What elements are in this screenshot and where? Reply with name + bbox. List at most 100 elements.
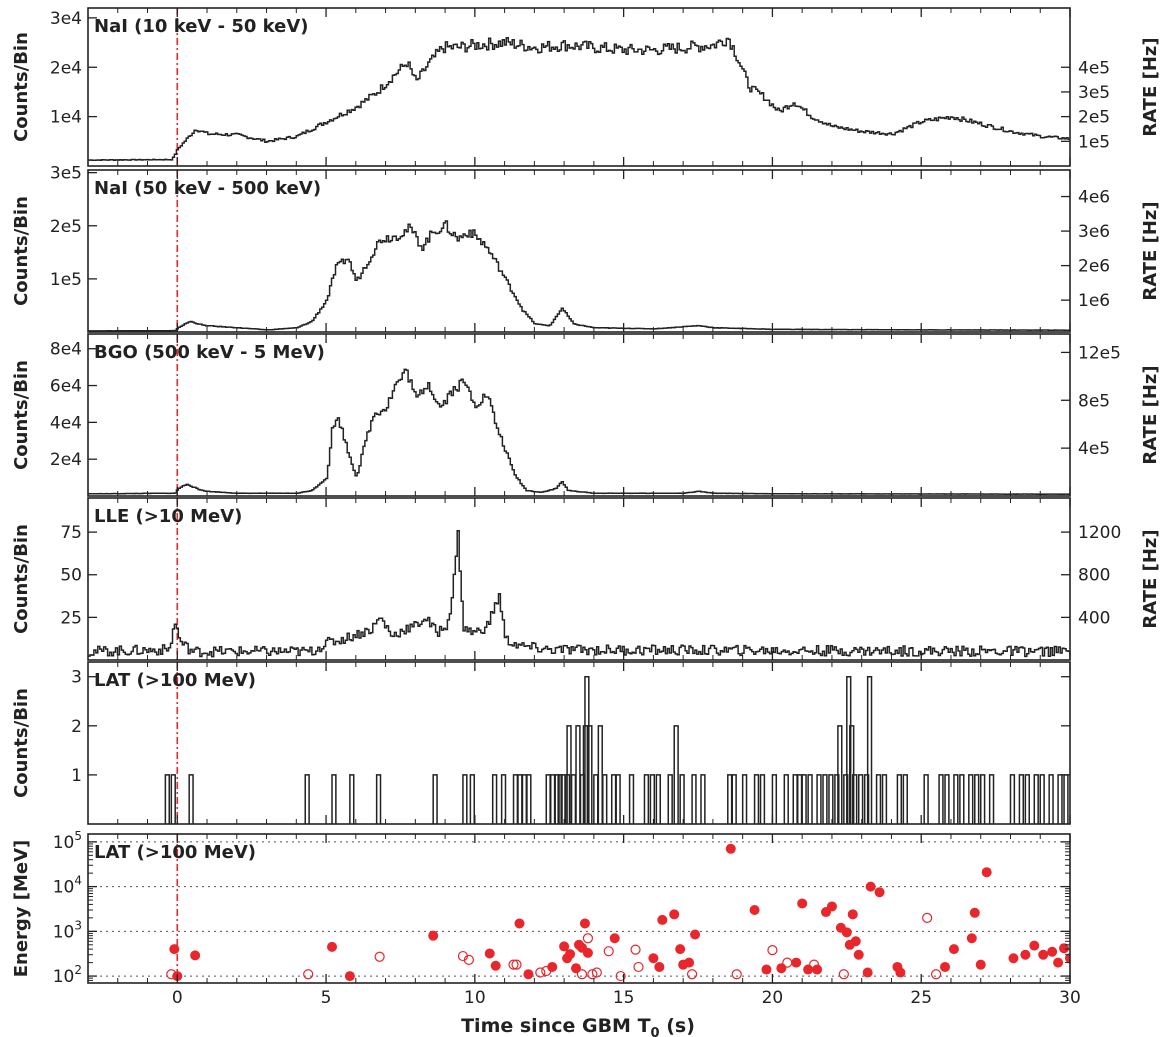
lightcurve-line: [88, 220, 1070, 332]
event-marker-open: [767, 945, 778, 956]
right-tick-label: 2e5: [1078, 108, 1110, 128]
event-marker-filled: [684, 957, 695, 968]
x-tick-label: 15: [613, 988, 635, 1008]
count-bar: [974, 774, 980, 824]
count-bar: [570, 774, 577, 824]
count-bar: [584, 675, 590, 824]
y-tick-base: 10: [53, 833, 75, 853]
event-marker-filled: [803, 964, 814, 975]
right-tick-label: 4e5: [1078, 58, 1110, 78]
count-bar: [602, 774, 608, 824]
count-bar: [731, 774, 737, 824]
y-tick-label: 75: [60, 523, 82, 543]
count-bar: [923, 774, 929, 824]
right-axis-label: RATE [Hz]: [1140, 201, 1161, 300]
event-marker-filled: [582, 947, 593, 958]
x-axis-title: Time since GBM T0 (s): [461, 1015, 695, 1037]
count-bar: [863, 774, 870, 824]
count-bar: [512, 774, 519, 824]
event-marker-open: [838, 969, 849, 980]
count-bar: [375, 774, 382, 824]
event-marker-filled: [344, 971, 355, 982]
event-marker-filled: [654, 961, 665, 972]
count-bar: [896, 774, 903, 824]
count-bar: [667, 774, 673, 824]
y-tick-exponent: 5: [74, 829, 82, 843]
event-marker-filled: [841, 927, 852, 938]
count-bar: [759, 774, 766, 824]
count-bar: [816, 774, 822, 824]
event-marker-filled: [1053, 957, 1064, 968]
count-bar: [727, 774, 733, 824]
event-marker-filled: [490, 960, 501, 971]
event-marker-filled: [812, 964, 823, 975]
y-tick-label: 2e4: [50, 58, 82, 78]
count-bar: [517, 774, 523, 824]
count-bar: [610, 774, 617, 824]
panel-3: 2e4 4e4 6e4 8e4 4e5 8e5 12e5 RATE [Hz] Counts/Bi…: [11, 333, 1161, 497]
y-tick-exponent: 4: [74, 874, 82, 888]
count-bar: [432, 774, 438, 824]
y-tick-label: 2e4: [50, 450, 82, 470]
event-marker-filled: [761, 964, 772, 975]
event-marker-filled: [948, 944, 959, 955]
event-marker-filled: [579, 918, 590, 929]
panel-frame: [87, 333, 1071, 497]
y-axis-label: Energy [MeV]: [11, 840, 32, 978]
event-marker-open: [603, 946, 614, 957]
y-tick-label: 103: [53, 918, 82, 942]
event-marker-filled: [1008, 953, 1019, 964]
count-bar: [557, 774, 563, 824]
event-marker-filled: [725, 843, 736, 854]
lightcurve-line: [88, 368, 1070, 495]
right-tick-label: 1200: [1078, 523, 1121, 543]
event-marker-open: [511, 959, 522, 970]
event-marker-open: [374, 951, 385, 962]
y-tick-label: 105: [53, 829, 82, 853]
event-marker-filled: [791, 957, 802, 968]
y-tick-exponent: 3: [74, 918, 82, 932]
count-bar: [822, 774, 828, 824]
count-bar: [852, 774, 858, 824]
count-bar: [587, 725, 593, 824]
right-tick-label: 400: [1078, 608, 1110, 628]
event-marker-filled: [484, 948, 495, 959]
event-marker-filled: [190, 950, 201, 961]
y-axis-label: Counts/Bin: [11, 524, 32, 634]
y-tick-label: 3e4: [50, 9, 82, 29]
x-tick-label: 5: [321, 988, 332, 1008]
right-tick-label: 3e6: [1078, 222, 1110, 242]
x-tick-label: 20: [762, 988, 784, 1008]
event-marker-filled: [565, 949, 576, 960]
y-tick-label: 102: [53, 963, 82, 987]
count-bar: [575, 725, 581, 824]
event-marker-filled: [327, 941, 338, 952]
event-marker-filled: [874, 887, 885, 898]
panel-1: 1e4 2e4 3e4 1e5 2e5 3e5 4e5 RATE [Hz] Counts/Bin…: [11, 7, 1161, 167]
count-bar: [643, 774, 650, 824]
count-bar: [700, 774, 706, 824]
panel-title: LAT (>100 MeV): [94, 842, 256, 863]
count-bar: [170, 774, 176, 824]
count-bar: [753, 774, 760, 824]
count-bar: [846, 675, 852, 824]
panel-frame: [87, 169, 1071, 333]
count-bar: [866, 675, 873, 824]
right-tick-label: 4e5: [1078, 439, 1110, 459]
right-tick-label: 8e5: [1078, 391, 1110, 411]
event-marker-open: [591, 967, 602, 978]
right-tick-label: 4e6: [1078, 188, 1110, 208]
count-bar: [679, 774, 685, 824]
count-bar: [1048, 774, 1054, 824]
count-bar: [902, 774, 908, 824]
x-tick-label: 30: [1059, 988, 1081, 1008]
panel-4: 25 50 75 400 800 1200 RATE [Hz] Counts/Bin LLE (…: [11, 497, 1161, 661]
y-tick-label: 50: [60, 566, 82, 586]
event-marker-filled: [969, 907, 980, 918]
count-bar: [771, 774, 778, 824]
event-marker-filled: [514, 918, 525, 929]
count-bar: [792, 774, 798, 824]
count-bar: [164, 774, 170, 824]
count-bar: [783, 774, 789, 824]
event-marker-filled: [690, 929, 701, 940]
